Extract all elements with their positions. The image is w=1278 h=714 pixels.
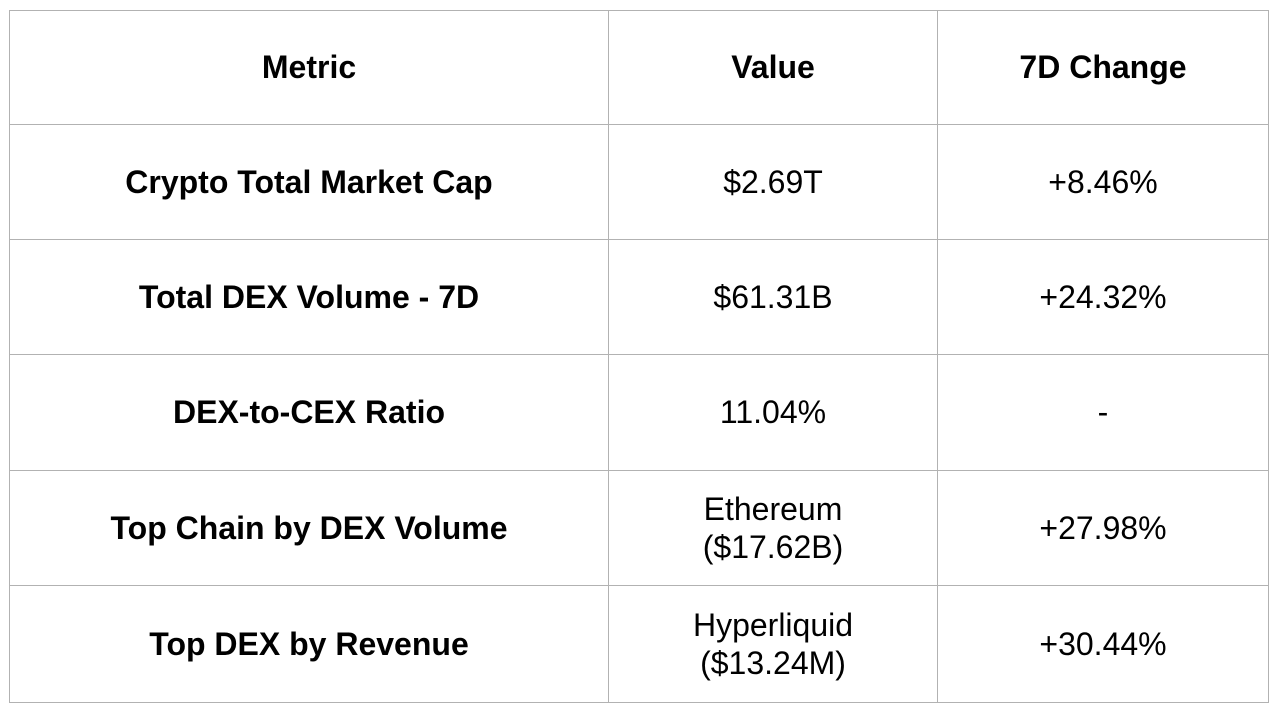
metric-7d-change: +24.32% [937,239,1269,355]
table-row-top-chain-by-dex-volume: Top Chain by DEX Volume Ethereum ($17.62… [9,470,1269,586]
metric-7d-change: +27.98% [937,470,1269,586]
metric-label: Crypto Total Market Cap [9,124,609,240]
column-header-metric: Metric [9,10,609,125]
table-header-row: Metric Value 7D Change [9,10,1269,125]
metric-label: Top Chain by DEX Volume [9,470,609,586]
metric-value: Hyperliquid ($13.24M) [608,585,938,703]
table-row-total-dex-volume-7d: Total DEX Volume - 7D $61.31B +24.32% [9,239,1269,355]
metric-label: DEX-to-CEX Ratio [9,354,609,471]
metric-value: $2.69T [608,124,938,240]
table-row-top-dex-by-revenue: Top DEX by Revenue Hyperliquid ($13.24M)… [9,585,1269,703]
metrics-table: Metric Value 7D Change Crypto Total Mark… [9,10,1269,703]
column-header-value: Value [608,10,938,125]
metric-7d-change: +8.46% [937,124,1269,240]
metric-value: 11.04% [608,354,938,471]
table-row-crypto-total-market-cap: Crypto Total Market Cap $2.69T +8.46% [9,124,1269,240]
metric-label: Total DEX Volume - 7D [9,239,609,355]
metric-value: Ethereum ($17.62B) [608,470,938,586]
metric-7d-change: - [937,354,1269,471]
table-row-dex-to-cex-ratio: DEX-to-CEX Ratio 11.04% - [9,354,1269,471]
metric-7d-change: +30.44% [937,585,1269,703]
column-header-7d-change: 7D Change [937,10,1269,125]
metric-label: Top DEX by Revenue [9,585,609,703]
metric-value: $61.31B [608,239,938,355]
